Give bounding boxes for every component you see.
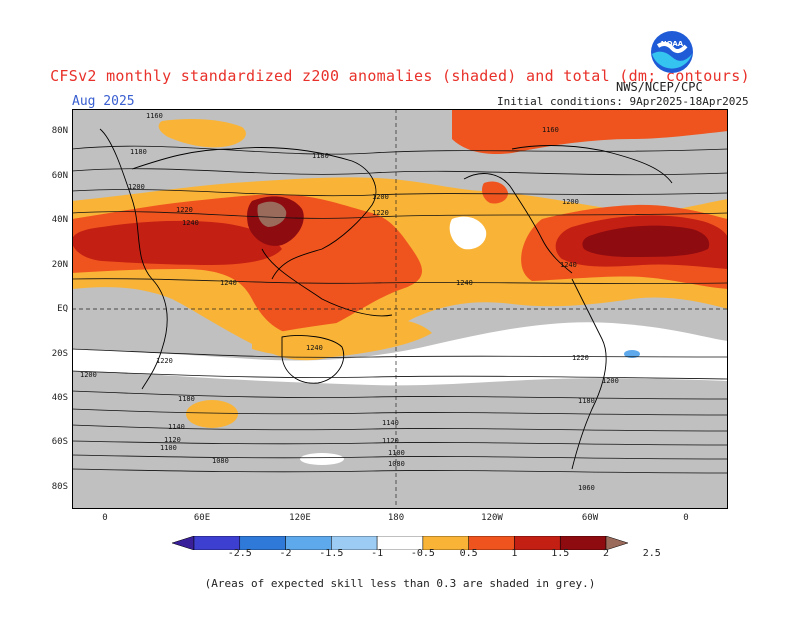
colorbar-tick-label: -0.5 [410, 548, 435, 559]
anomaly-region-white-south [300, 453, 344, 465]
lat-label-80n: 80N [51, 126, 68, 136]
lon-label-0-right: 0 [683, 513, 689, 523]
contour-label: 1200 [562, 198, 579, 206]
contour-label: 1120 [382, 437, 399, 445]
lat-label-60s: 60S [51, 437, 68, 447]
height-contours [72, 145, 728, 474]
contour-label: 1080 [388, 460, 405, 468]
contour-label: 1220 [572, 354, 589, 362]
contour-label: 1140 [168, 423, 185, 431]
anomaly-region-red-na [482, 181, 508, 204]
anomaly-region-darkred-atlantic [72, 220, 282, 265]
contour-label: 1180 [178, 395, 195, 403]
contour-label: 1220 [372, 209, 389, 217]
contour-label: 1100 [388, 449, 405, 457]
lon-label-60w: 60W [581, 513, 599, 523]
contour-label: 1140 [382, 419, 399, 427]
anomaly-region-maroon-pacific [582, 225, 710, 257]
anomaly-region-orange-sh [252, 318, 432, 358]
colorbar-tick-label: 1.5 [551, 548, 570, 559]
colorbar-tick-label: 0.5 [459, 548, 478, 559]
lat-label-60n: 60N [51, 171, 68, 181]
contour-label: 1180 [130, 148, 147, 156]
anomaly-region-arctic [452, 109, 728, 155]
month-label: Aug 2025 [72, 94, 135, 109]
colorbar-tick-label: -1 [371, 548, 384, 559]
svg-text:NOAA: NOAA [661, 40, 684, 48]
lat-label-20s: 20S [51, 349, 68, 359]
contour-label: 1160 [146, 112, 163, 120]
contour-label: 1180 [578, 397, 595, 405]
lon-label-120w: 120W [481, 513, 503, 523]
anomaly-region-orange-indian [186, 400, 238, 428]
contour-label: 1200 [372, 193, 389, 201]
colorbar-tick-label: -2.5 [227, 548, 252, 559]
contour-label: 1180 [312, 152, 329, 160]
organization-label: NWS/NCEP/CPC [616, 80, 703, 94]
lat-label-80s: 80S [51, 482, 68, 492]
colorbar-tick-label: 2.5 [642, 548, 661, 559]
colorbar-arrow-low [172, 536, 195, 550]
contour-label: 1100 [160, 444, 177, 452]
lat-label-40n: 40N [51, 215, 68, 225]
lon-label-180: 180 [387, 513, 405, 523]
lat-label-20n: 20N [51, 260, 68, 270]
colorbar [172, 536, 628, 550]
anomaly-region-white-pacific [449, 216, 487, 250]
noaa-logo-icon: NOAA [651, 31, 693, 73]
lat-label-40s: 40S [51, 393, 68, 403]
colorbar-arrow-high [605, 536, 628, 550]
contour-label-group: 1160 1180 1180 1200 1200 1220 1220 1200 … [80, 112, 619, 492]
contour-label: 1240 [306, 344, 323, 352]
footnote: (Areas of expected skill less than 0.3 a… [204, 577, 596, 590]
anomaly-region-arctic-orange [158, 119, 246, 148]
anomaly-region-white-sh [72, 322, 728, 386]
lon-label-120e: 120E [289, 513, 311, 523]
map-gridlines [72, 109, 728, 509]
map-title: CFSv2 monthly standardized z200 anomalie… [50, 67, 750, 85]
contour-label: 1240 [182, 219, 199, 227]
contour-label: 1200 [128, 183, 145, 191]
lat-label-eq: EQ [57, 304, 68, 314]
anomaly-map: 1160 1180 1180 1200 1200 1220 1220 1200 … [72, 109, 728, 509]
contour-label: 1220 [176, 206, 193, 214]
colorbar-tick-label: -2 [279, 548, 292, 559]
contour-label: 1080 [212, 457, 229, 465]
map-frame [72, 109, 728, 509]
colorbar-tick-label: -1.5 [319, 548, 344, 559]
contour-label: 1220 [156, 357, 173, 365]
colorbar-tick-label: 1 [511, 548, 518, 559]
contour-label: 1120 [164, 436, 181, 444]
anomaly-region-brown-asia [257, 201, 287, 227]
anomaly-region-blue-spot [624, 350, 640, 358]
contour-label: 1240 [220, 279, 237, 287]
contour-label: 1240 [560, 261, 577, 269]
lon-label-60e: 60E [193, 513, 211, 523]
contour-label: 1240 [456, 279, 473, 287]
contour-label: 1160 [542, 126, 559, 134]
initial-conditions-label: Initial conditions: 9Apr2025-18Apr2025 [497, 95, 749, 108]
colorbar-tick-label: 2 [602, 548, 610, 559]
lon-label-0: 0 [102, 513, 108, 523]
contour-label: 1200 [80, 371, 97, 379]
contour-label: 1060 [578, 484, 595, 492]
contour-label: 1200 [602, 377, 619, 385]
